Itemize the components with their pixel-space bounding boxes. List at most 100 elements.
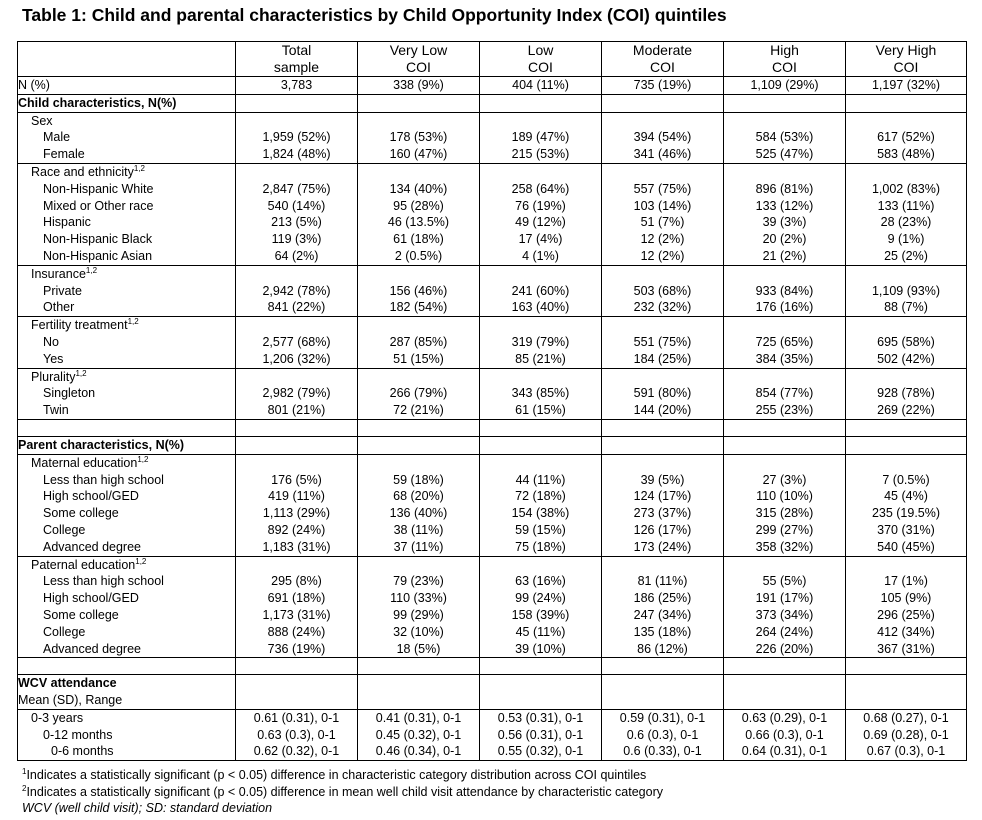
n-value: 338 (9%) [357, 76, 480, 95]
value-spacer [602, 455, 723, 472]
wcv-value-text: 0.53 (0.31), 0-1 [480, 710, 601, 727]
wcv-header-cell [601, 674, 724, 710]
child-section-label: Child characteristics, N(%) [18, 95, 235, 112]
value-text-text: 51 (15%) [393, 351, 444, 366]
n-value-text-text: 735 (19%) [633, 78, 692, 92]
category-label-text: Twin [43, 403, 69, 418]
column-header-line-text: Very High [875, 42, 937, 58]
value-text: 12 (2%) [602, 248, 723, 265]
category-label: Singleton [18, 385, 235, 402]
group-label-sup: 1,2 [75, 368, 87, 378]
value-spacer [602, 317, 723, 334]
wcv-row-label-text: 0-3 years [31, 710, 84, 725]
value-text: 154 (38%) [480, 505, 601, 522]
category-label-text: Non-Hispanic Black [43, 232, 153, 247]
value-text: 38 (11%) [358, 522, 479, 539]
category-label-text: Yes [43, 351, 64, 366]
value-cell: 59 (18%) 68 (20%) 136 (40%) 38 (11%) 37 (11%… [357, 453, 480, 557]
value-text: 88 (7%) [846, 299, 966, 316]
wcv-value-text: 0.67 (0.3), 0-1 [846, 743, 966, 760]
value-cell: 343 (85%) 61 (15%) [479, 367, 602, 420]
value-text-text: 186 (25%) [633, 591, 692, 606]
value-text: 725 (65%) [724, 334, 845, 351]
value-text-text: 184 (25%) [633, 351, 692, 366]
value-text: 226 (20%) [724, 641, 845, 658]
blank-row-cell [17, 657, 236, 676]
group-label-text: Paternal education [31, 557, 136, 572]
wcv-header-cell [845, 674, 967, 710]
wcv-row-label-text: 0-6 months [51, 744, 114, 759]
n-value-text-text: 1,109 (29%) [750, 78, 819, 92]
wcv-value-text-text: 0.45 (0.32), 0-1 [375, 727, 462, 742]
value-text-text: 273 (37%) [633, 506, 692, 521]
value-text-text: 269 (22%) [877, 403, 935, 418]
wcv-value-text: 0.69 (0.28), 0-1 [846, 727, 966, 744]
wcv-value-text-text: 0.69 (0.28), 0-1 [863, 727, 949, 742]
wcv-value-text: 0.63 (0.3), 0-1 [236, 727, 357, 744]
value-text-text: 1,959 (52%) [262, 130, 331, 145]
value-text-text: 557 (75%) [633, 181, 692, 196]
column-header-line-text: sample [273, 59, 320, 75]
value-text-text: 1,183 (31%) [262, 539, 331, 554]
value-text-text: 63 (16%) [515, 574, 566, 589]
value-cell: 17 (1%) 105 (9%) 296 (25%) 412 (34%) 367 (31… [845, 555, 967, 659]
value-text-text: 158 (39%) [511, 607, 570, 622]
column-header-line-text: Low [527, 42, 554, 58]
section-cell [235, 435, 358, 455]
value-spacer [480, 557, 601, 574]
value-text: 110 (10%) [724, 488, 845, 505]
value-cell: 44 (11%) 72 (18%) 154 (38%) 59 (15%) 75 (18%… [479, 453, 602, 557]
value-text: 232 (32%) [602, 299, 723, 316]
value-text: 213 (5%) [236, 214, 357, 231]
value-text-text: 45 (11%) [515, 624, 566, 639]
group-label: Plurality1,2 [18, 369, 235, 386]
value-text-text: 1,173 (31%) [262, 607, 331, 622]
column-header: Very Low COI [357, 41, 480, 77]
table-title: Table 1: Child and parental characterist… [22, 5, 727, 25]
value-text-text: 583 (48%) [877, 147, 935, 162]
value-spacer [846, 164, 966, 181]
value-text: 184 (25%) [602, 351, 723, 368]
column-header-line: COI [602, 59, 723, 76]
value-text: 20 (2%) [724, 231, 845, 248]
section-cell [845, 435, 967, 455]
value-text-text: 1,206 (32%) [262, 351, 331, 366]
value-cell: 1,959 (52%) 1,824 (48%) [235, 111, 358, 164]
value-cell: 295 (8%) 691 (18%) 1,173 (31%) 888 (24%) 736… [235, 555, 358, 659]
category-label-text: No [43, 334, 59, 349]
group-label-cell: Race and ethnicity1,2 Non-Hispanic White M… [17, 162, 236, 266]
parent-section-label-text: Parent characteristics, N(%) [18, 437, 185, 452]
value-spacer [236, 266, 357, 283]
value-text-text: 235 (19.5%) [871, 506, 941, 521]
value-text-text: 1,824 (48%) [262, 147, 331, 162]
section-cell [723, 93, 846, 113]
group-label-cell: Fertility treatment1,2 No Yes [17, 316, 236, 369]
value-text-text: 933 (84%) [755, 283, 814, 298]
value-text: 888 (24%) [236, 624, 357, 641]
blank-row-cell [357, 657, 480, 676]
group-label-sup: 1,2 [85, 265, 98, 275]
value-spacer [236, 557, 357, 574]
category-label: College [18, 522, 235, 539]
group-row: Sex Male Female 1,959 (52%) 1,824 (48%) 178 (… [17, 111, 967, 164]
value-spacer [724, 455, 845, 472]
wcv-header-row: WCV attendance Mean (SD), Range [17, 674, 967, 710]
value-text: 295 (8%) [236, 573, 357, 590]
value-text-text: 617 (52%) [877, 130, 935, 145]
group-label: Maternal education1,2 [18, 455, 235, 472]
value-text: 255 (23%) [724, 402, 845, 419]
column-header-line: Very Low [358, 42, 479, 59]
value-cell: 557 (75%) 103 (14%) 51 (7%) 12 (2%) 12 (2%) [601, 162, 724, 266]
value-text-text: 319 (79%) [511, 334, 570, 349]
value-text: 896 (81%) [724, 181, 845, 198]
value-text: 17 (4%) [480, 231, 601, 248]
group-label-sup: 1,2 [127, 317, 139, 327]
value-cell: 928 (78%) 269 (22%) [845, 367, 967, 420]
column-header-line-text: Moderate [632, 42, 693, 58]
value-text: 12 (2%) [602, 231, 723, 248]
value-text: 691 (18%) [236, 590, 357, 607]
value-text-text: 299 (27%) [755, 522, 814, 537]
value-text: 144 (20%) [602, 402, 723, 419]
blank-row-cell [235, 657, 358, 676]
